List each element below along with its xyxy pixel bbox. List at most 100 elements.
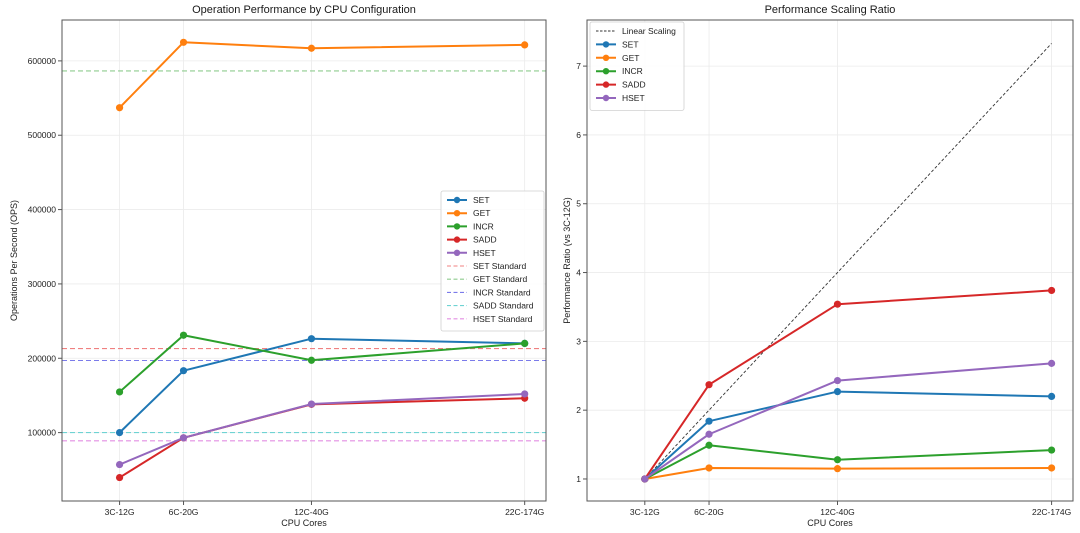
set-point [1047,392,1056,401]
incr-line [644,444,1052,480]
x-tick-label: 12C-40G [294,507,329,517]
set-point [307,335,316,343]
y-tick-label: 400000 [28,205,57,215]
set-point [833,387,842,396]
ops-x-axis-label: CPU Cores [281,518,327,528]
legend-label: INCR [622,66,643,76]
legend-item-incr: INCR [447,221,494,231]
y-tick-label: 300000 [28,279,57,289]
legend-label: SADD [473,235,497,245]
sadd-series [115,394,529,482]
legend-marker-swatch [453,223,461,230]
sadd-line [643,289,1052,480]
ratio-ticks: 3C-12G 6C-20G 12C-40G 22C-174G 1 2 3 4 5 6 7 [576,61,1071,517]
get-series [115,38,529,112]
set-point [115,429,124,437]
legend-label: SET [622,39,639,49]
get-line [644,466,1052,480]
incr-point [833,456,842,464]
legend-marker-swatch [453,210,461,217]
legend-item-hset: HSET [596,93,645,103]
incr-point [179,331,188,339]
hset-point [641,475,649,483]
legend-item-set-standard: SET Standard [447,261,527,271]
y-tick-label: 3 [576,336,581,346]
legend-marker-swatch [602,81,610,88]
get-point [521,41,529,49]
ops-plot-frame [61,19,547,502]
get-point [115,104,124,112]
get-line [118,41,525,109]
hset-point [521,390,529,398]
legend-label: HSET [473,248,496,258]
y-tick-label: 2 [576,405,581,415]
legend-label: GET [622,53,639,63]
legend-item-get: GET [596,53,639,63]
get-point [179,38,188,46]
hset-point [307,400,316,408]
legend-label: HSET [622,93,645,103]
get-series [641,464,1056,483]
incr-point [705,441,713,449]
linear-scaling-line [644,43,1052,480]
incr-line [118,334,525,393]
y-tick-label: 1 [576,474,581,484]
set-series [115,335,529,437]
legend-item-get-standard: GET Standard [447,274,527,284]
y-tick-label: 5 [576,199,581,209]
incr-series [115,331,529,396]
sadd-point [1047,286,1056,295]
legend-marker-swatch [453,249,461,256]
legend-label: SET [473,195,490,205]
get-point [833,465,842,473]
y-tick-label: 4 [576,268,581,278]
y-tick-label: 6 [576,130,581,140]
legend-label: Linear Scaling [622,26,676,36]
x-tick-label: 6C-20G [169,507,199,517]
legend-marker-swatch [602,54,610,61]
ops-ticks: 3C-12G 6C-20G 12C-40G 22C-174G 100000 200000 3… [28,56,545,517]
legend-item-sadd: SADD [596,80,646,90]
hset-line [644,362,1052,480]
legend-label: INCR [473,221,494,231]
ratio-x-axis-label: CPU Cores [807,518,853,528]
get-point [307,44,316,52]
ratio-plot-frame [586,19,1074,502]
hset-point [833,376,842,385]
legend-label: GET [473,208,490,218]
x-tick-label: 6C-20G [694,507,724,517]
legend-item-hset: HSET [447,248,496,258]
legend-label: SADD Standard [473,301,534,311]
hset-series [115,390,529,469]
legend-item-hset-standard: HSET Standard [447,314,533,324]
y-tick-label: 100000 [28,428,57,438]
set-point [179,367,188,375]
legend-item-sadd: SADD [447,235,497,245]
get-point [1047,464,1056,472]
ratio-chart-title: Performance Scaling Ratio [765,4,896,16]
legend-item-set: SET [447,195,490,205]
ratio-legend: Linear Scaling SET GET INCR SADD HSET [589,21,685,111]
ops-y-axis-label: Operations Per Second (OPS) [9,200,19,321]
legend-item-incr: INCR [596,66,643,76]
incr-series [641,441,1056,483]
hset-series [641,359,1056,483]
x-tick-label: 22C-174G [505,507,544,517]
legend-marker-swatch [602,94,610,102]
incr-point [115,388,124,396]
ops-series [115,38,529,482]
incr-point [307,356,316,364]
x-tick-label: 22C-174G [1032,507,1071,517]
ops-legend: SET GET INCR SADD HSET SET Standard GET Standa… [440,190,545,332]
ratio-series [641,286,1056,483]
y-tick-label: 600000 [28,56,57,66]
legend-marker-swatch [453,236,461,243]
x-tick-label: 12C-40G [820,507,855,517]
ratio-linear-scaling [644,43,1052,480]
y-tick-label: 200000 [28,353,57,363]
legend-marker-swatch [453,196,461,204]
legend-marker-swatch [602,41,610,48]
legend-label: GET Standard [473,274,527,284]
legend-label: INCR Standard [473,287,531,297]
